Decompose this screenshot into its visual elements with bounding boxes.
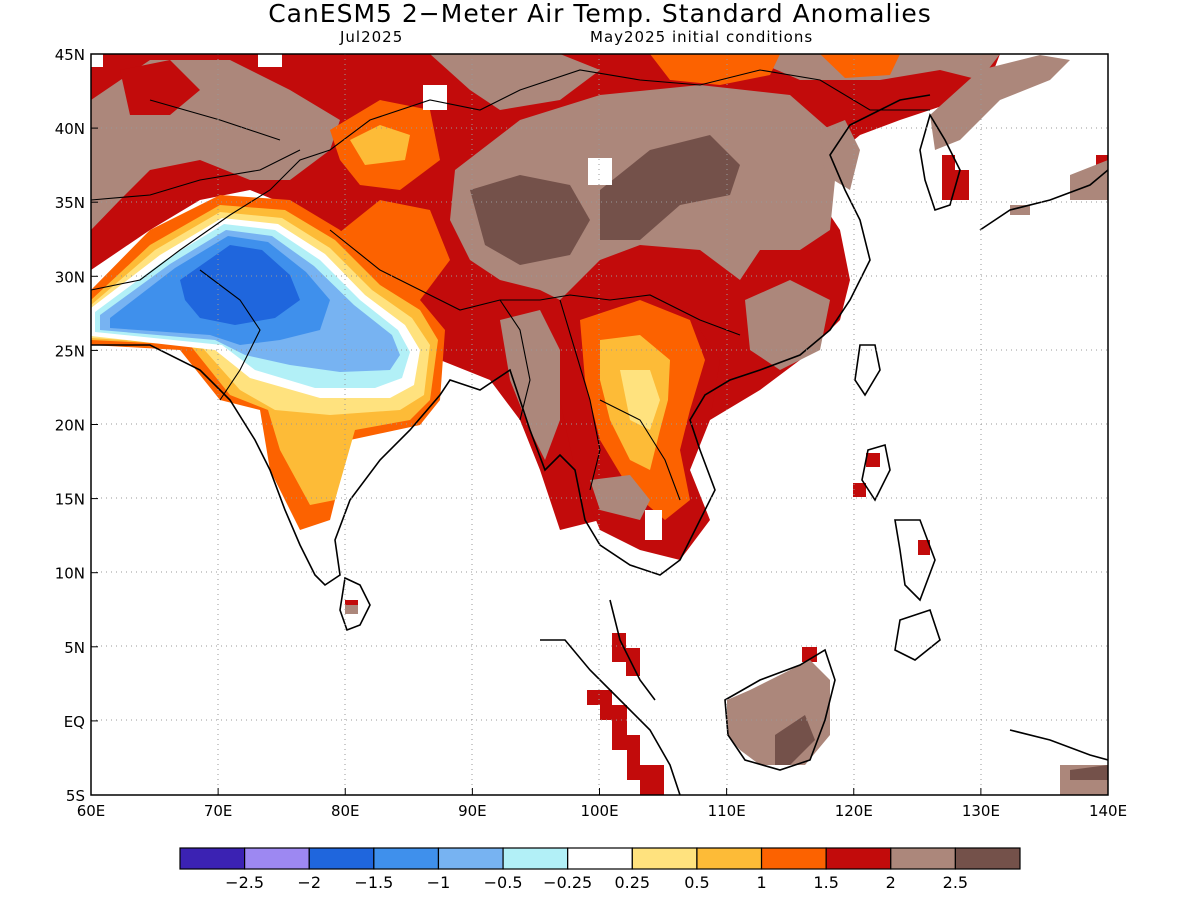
valid-month-label: Jul2025 bbox=[340, 28, 404, 46]
lon-tick-label: 90E bbox=[458, 802, 487, 820]
coast-brown bbox=[820, 120, 860, 190]
colorbar-label: 1.5 bbox=[813, 873, 838, 892]
colorbar-swatch bbox=[825, 847, 892, 870]
lon-tick-label: 120E bbox=[835, 802, 873, 820]
colorbar-swatch bbox=[179, 847, 246, 870]
colorbar-label: −1.5 bbox=[354, 873, 393, 892]
colorbar-swatch bbox=[567, 847, 633, 870]
lon-tick-label: 130E bbox=[962, 802, 1000, 820]
colorbar-swatch bbox=[760, 847, 827, 870]
country-borders bbox=[91, 69, 930, 501]
lat-tick-label: 10N bbox=[55, 565, 85, 583]
colorbar-label: −1 bbox=[427, 873, 451, 892]
lat-tick-label: 25N bbox=[55, 342, 85, 360]
axis-ticks: 60E 70E 80E 90E 100E 110E 120E 130E 140E 45N 40N 35… bbox=[55, 46, 1127, 820]
thailand-brown bbox=[590, 475, 650, 520]
burma-brown bbox=[500, 310, 560, 460]
lat-tick-label: 20N bbox=[55, 417, 85, 435]
lat-tick-label: 45N bbox=[55, 46, 85, 64]
tibet-high bbox=[470, 175, 590, 265]
colorbar: −2.5 −2 −1.5 −1 −0.5 −0.25 0.25 0.5 1 1.5 2 2.5 bbox=[179, 847, 1021, 892]
colorbar-swatch bbox=[890, 847, 956, 870]
central-asia-region bbox=[430, 54, 600, 110]
lat-tick-label: 30N bbox=[55, 268, 85, 286]
lon-tick-label: 110E bbox=[708, 802, 746, 820]
colorbar-label: 0.25 bbox=[614, 873, 650, 892]
grid-lines bbox=[91, 54, 1108, 795]
srilanka-cell bbox=[345, 605, 358, 614]
orange-patch bbox=[820, 54, 900, 78]
colorbar-swatch bbox=[502, 847, 569, 870]
lon-tick-label: 60E bbox=[77, 802, 106, 820]
coastlines bbox=[91, 94, 1108, 795]
init-conditions-label: May2025 initial conditions bbox=[590, 28, 814, 46]
colorbar-label: 1 bbox=[756, 873, 766, 892]
lat-tick-label: 40N bbox=[55, 120, 85, 138]
colorbar-swatch bbox=[696, 847, 763, 870]
lat-tick-label: 5N bbox=[64, 639, 85, 657]
borneo-dark bbox=[775, 715, 1108, 780]
colorbar-swatch bbox=[954, 847, 1021, 870]
colorbar-label: −2 bbox=[297, 873, 321, 892]
orange-patch bbox=[350, 125, 410, 165]
lon-tick-label: 140E bbox=[1089, 802, 1127, 820]
tibet-high bbox=[600, 135, 740, 240]
north-warm-region bbox=[120, 60, 200, 115]
colorbar-label: 2 bbox=[886, 873, 896, 892]
lon-tick-label: 80E bbox=[331, 802, 360, 820]
colorbar-swatch bbox=[308, 847, 375, 870]
anomaly-field bbox=[91, 54, 1108, 795]
cold-core-blue bbox=[180, 245, 300, 325]
colorbar-label: 2.5 bbox=[943, 873, 968, 892]
colorbar-swatch bbox=[437, 847, 504, 870]
lat-tick-label: 15N bbox=[55, 491, 85, 509]
colorbar-label: 0.5 bbox=[684, 873, 709, 892]
colorbar-swatch bbox=[244, 847, 310, 870]
borneo-brown bbox=[727, 160, 1108, 795]
orange-patch bbox=[650, 54, 780, 85]
lat-tick-label: EQ bbox=[64, 713, 85, 731]
colorbar-label: −0.25 bbox=[543, 873, 592, 892]
lon-tick-label: 100E bbox=[580, 802, 618, 820]
lat-tick-label: 35N bbox=[55, 194, 85, 212]
colorbar-swatch bbox=[631, 847, 698, 870]
lon-tick-label: 70E bbox=[204, 802, 233, 820]
lat-tick-label: 5S bbox=[66, 787, 85, 805]
colorbar-label: −2.5 bbox=[225, 873, 264, 892]
colorbar-label: −0.5 bbox=[484, 873, 523, 892]
colorbar-swatch bbox=[373, 847, 440, 870]
map-title: CanESM5 2−Meter Air Temp. Standard Anoma… bbox=[268, 0, 932, 28]
korea-brown bbox=[930, 55, 1070, 150]
